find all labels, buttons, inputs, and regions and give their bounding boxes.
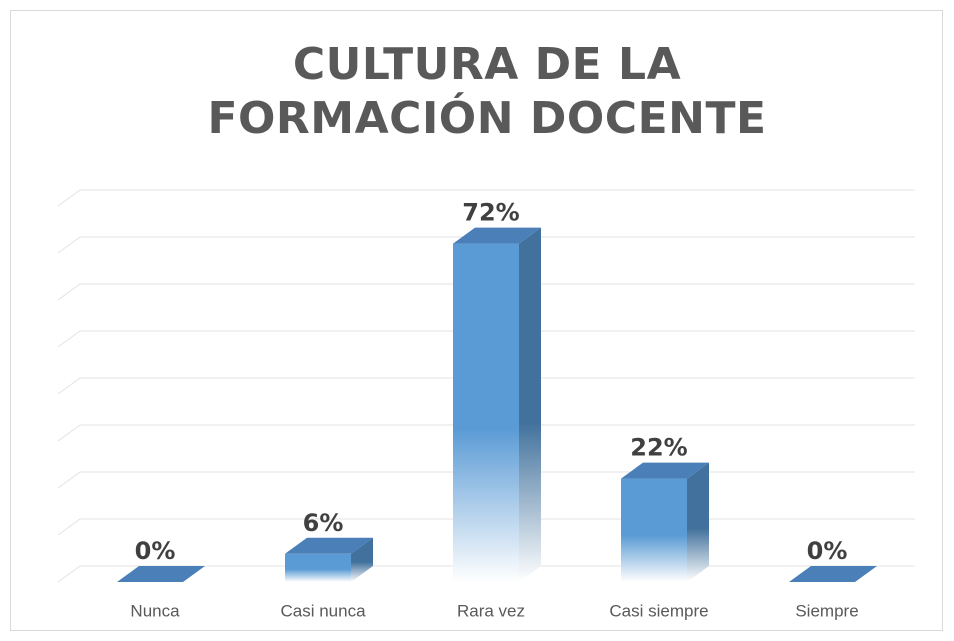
bar-top [621, 462, 709, 479]
bar-top [117, 566, 205, 582]
grid-line [57, 424, 915, 442]
x-tick-label: Casi nunca [280, 601, 366, 620]
data-label: 0% [807, 537, 848, 565]
grid-line [57, 330, 915, 348]
chart-title: CULTURA DE LA FORMACIÓN DOCENTE [207, 39, 767, 144]
data-label: 22% [630, 434, 687, 462]
x-tick-label: Rara vez [457, 601, 525, 620]
x-tick-label: Nunca [130, 601, 180, 620]
grid-line [57, 283, 915, 301]
bar-side [519, 227, 541, 582]
grid-line [57, 377, 915, 395]
bar-front [621, 478, 687, 582]
bar [117, 566, 205, 582]
bar-top [789, 566, 877, 582]
bar-top [453, 227, 541, 244]
bar [789, 566, 877, 582]
bar [285, 537, 373, 582]
bar-side [687, 462, 709, 582]
bar-side [351, 537, 373, 582]
data-label: 0% [135, 537, 176, 565]
data-label: 6% [303, 509, 344, 537]
bar-front [453, 243, 519, 582]
grid-line [57, 236, 915, 254]
bar-top [285, 537, 373, 554]
x-tick-label: Siempre [795, 601, 858, 620]
bar-front [285, 553, 351, 582]
grid-line [57, 189, 915, 207]
bar [453, 227, 541, 582]
x-tick-label: Casi siempre [609, 601, 708, 620]
data-label: 72% [462, 199, 519, 227]
bar [621, 462, 709, 582]
